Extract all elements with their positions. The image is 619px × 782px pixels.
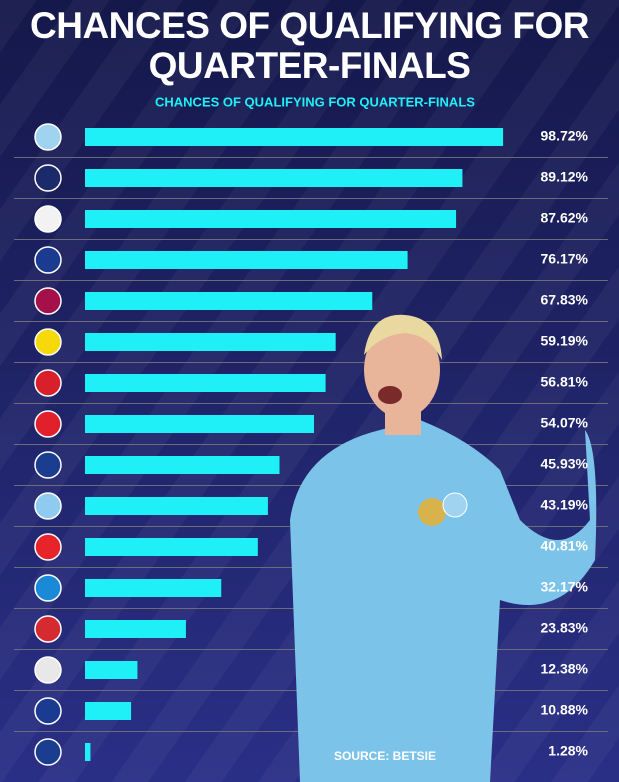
bar xyxy=(85,702,132,720)
bar xyxy=(85,128,504,146)
bar xyxy=(85,169,463,187)
value-label: 32.17% xyxy=(541,579,589,595)
value-label: 12.38% xyxy=(541,661,589,677)
value-label: 76.17% xyxy=(541,251,589,267)
team-logo xyxy=(34,533,62,561)
bar xyxy=(85,333,336,351)
chart-title: CHANCES OF QUALIFYING FOR QUARTER-FINALS xyxy=(30,5,589,86)
bar xyxy=(85,743,91,761)
player-photo xyxy=(290,314,597,782)
team-logo xyxy=(34,164,62,192)
team-logo xyxy=(34,369,62,397)
value-label: 89.12% xyxy=(541,169,589,185)
value-label: 56.81% xyxy=(541,374,589,390)
team-logo xyxy=(34,656,62,684)
chart-subtitle: CHANCES OF QUALIFYING FOR QUARTER-FINALS xyxy=(155,94,475,109)
value-label: 54.07% xyxy=(541,415,589,431)
value-label: 40.81% xyxy=(541,538,589,554)
source: SOURCE: BETSIE xyxy=(334,749,436,763)
value-label: 1.28% xyxy=(548,743,588,759)
bar xyxy=(85,497,268,515)
bar xyxy=(85,661,138,679)
value-label: 59.19% xyxy=(541,333,589,349)
bar xyxy=(85,456,280,474)
team-logo xyxy=(34,615,62,643)
team-logo xyxy=(34,123,62,151)
team-logo xyxy=(34,697,62,725)
bar xyxy=(85,374,326,392)
team-logo xyxy=(34,738,62,766)
bar xyxy=(85,251,408,269)
rows xyxy=(14,123,608,766)
bar xyxy=(85,210,457,228)
team-logo xyxy=(34,287,62,315)
value-label: 45.93% xyxy=(541,456,589,472)
bar xyxy=(85,292,373,310)
value-label: 87.62% xyxy=(541,210,589,226)
bar xyxy=(85,538,258,556)
value-label: 43.19% xyxy=(541,497,589,513)
team-logo xyxy=(34,492,62,520)
bar xyxy=(85,579,222,597)
bar xyxy=(85,620,186,638)
team-logo xyxy=(34,410,62,438)
value-label: 23.83% xyxy=(541,620,589,636)
team-logo xyxy=(34,205,62,233)
value-label: 67.83% xyxy=(541,292,589,308)
value-label: 10.88% xyxy=(541,702,589,718)
team-logo xyxy=(34,328,62,356)
value-label: 98.72% xyxy=(541,128,589,144)
bar xyxy=(85,415,314,433)
team-logo xyxy=(34,574,62,602)
team-logo xyxy=(34,246,62,274)
team-logo xyxy=(34,451,62,479)
